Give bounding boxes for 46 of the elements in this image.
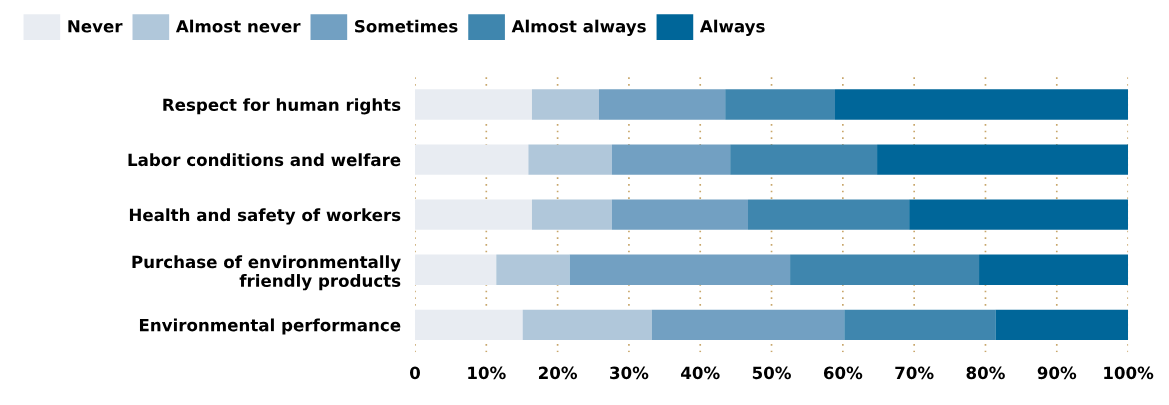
bar	[528, 144, 612, 175]
bar	[415, 254, 497, 285]
bar	[496, 254, 570, 285]
bar	[531, 199, 612, 230]
bar	[651, 309, 845, 340]
x-tick-label: 70%	[895, 366, 934, 380]
y-tick-label: Labor conditions and welfare	[128, 153, 401, 167]
bar	[611, 144, 731, 175]
bar	[611, 199, 749, 230]
x-tick-label: 80%	[966, 366, 1005, 380]
x-tick-label: 0	[409, 366, 420, 380]
bar	[415, 89, 532, 120]
bar	[909, 199, 1129, 230]
bar	[835, 89, 1129, 120]
bar	[790, 254, 980, 285]
x-tick-label: 20%	[538, 366, 578, 380]
legend-label: Almost never	[175, 19, 301, 33]
x-tick-label: 50%	[752, 366, 791, 380]
bar	[598, 89, 726, 120]
y-tick-label: Respect for human rights	[163, 98, 401, 115]
y-tick-label: Purchase of environmentally friendly products	[132, 255, 401, 291]
legend-label: Always	[699, 19, 765, 36]
bar	[415, 144, 529, 175]
bar	[748, 199, 910, 230]
bar	[730, 144, 878, 175]
y-tick-label: Health and safety of workers	[129, 208, 401, 225]
bar	[877, 144, 1129, 175]
x-tick-label: 30%	[610, 366, 649, 380]
bar	[995, 309, 1129, 340]
bar	[725, 89, 836, 120]
bar	[415, 199, 532, 230]
bar	[979, 254, 1129, 285]
bar	[569, 254, 791, 285]
bar	[844, 309, 996, 340]
x-tick-label: 90%	[1037, 366, 1077, 380]
x-tick-label: 10%	[468, 366, 506, 380]
x-tick-label: 100%	[1104, 366, 1154, 380]
bar	[522, 309, 652, 340]
x-tick-label: 40%	[681, 366, 720, 380]
y-tick-label: Environmental performance	[139, 318, 401, 335]
legend-label: Sometimes	[355, 19, 458, 33]
bar	[415, 309, 523, 340]
legend-label: Almost always	[511, 19, 646, 36]
x-tick-label: 60%	[823, 366, 863, 380]
bar	[531, 89, 599, 120]
legend-label: Never	[68, 20, 123, 33]
